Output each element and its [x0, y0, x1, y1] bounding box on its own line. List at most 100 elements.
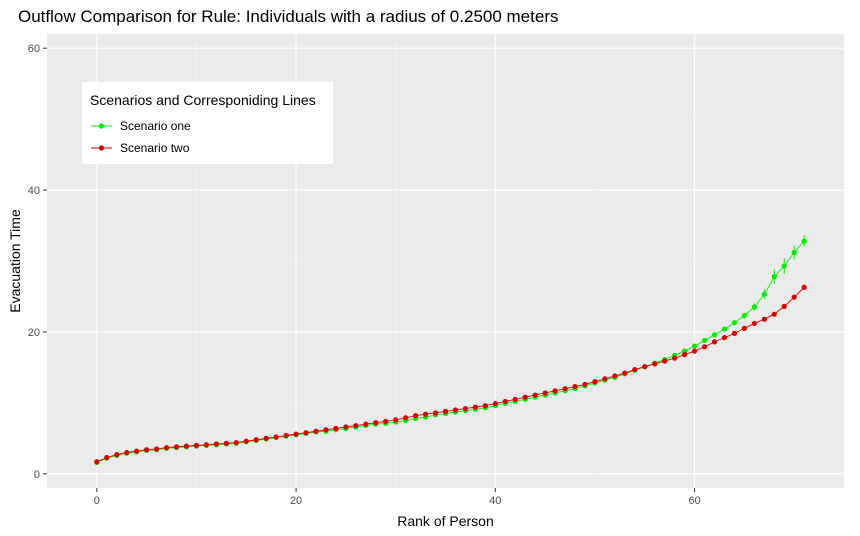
- y-axis-title: Evacuation Time: [7, 209, 23, 313]
- data-point: [343, 424, 349, 430]
- data-point: [183, 443, 190, 449]
- data-point: [721, 335, 728, 341]
- data-point: [273, 434, 279, 440]
- data-point: [432, 410, 439, 416]
- data-point: [542, 390, 548, 396]
- x-tick-label: 0: [94, 495, 100, 507]
- data-point: [422, 411, 429, 417]
- data-point: [562, 386, 568, 392]
- data-point: [462, 405, 469, 412]
- data-point: [801, 284, 807, 290]
- legend-key-point: [98, 145, 105, 151]
- legend-items: Scenario one Scenario two: [91, 119, 191, 155]
- data-point: [263, 435, 269, 441]
- data-point: [572, 383, 578, 390]
- data-point: [522, 394, 528, 400]
- data-point: [592, 378, 598, 385]
- data-point: [512, 396, 518, 402]
- data-point: [413, 413, 419, 419]
- data-point: [153, 446, 160, 452]
- data-point: [303, 430, 309, 436]
- data-point: [652, 361, 658, 367]
- data-point: [761, 316, 767, 322]
- data-point: [791, 294, 797, 300]
- data-point: [124, 449, 130, 456]
- data-point: [313, 428, 319, 434]
- data-point: [632, 366, 638, 373]
- data-point: [243, 438, 249, 444]
- y-tick-label: 20: [28, 327, 40, 339]
- data-point: [612, 373, 618, 379]
- data-point: [492, 400, 498, 407]
- y-tick-label: 0: [34, 469, 40, 481]
- data-point: [253, 437, 259, 443]
- data-point: [751, 304, 757, 310]
- data-point: [691, 343, 698, 349]
- legend-key-point: [98, 123, 105, 129]
- data-point: [771, 311, 777, 317]
- data-point: [532, 392, 538, 398]
- data-point: [781, 303, 787, 309]
- data-point: [203, 442, 209, 448]
- data-point: [393, 417, 399, 423]
- data-point: [552, 388, 558, 394]
- x-tick-label: 20: [290, 495, 302, 507]
- data-point: [711, 339, 718, 345]
- data-point: [283, 432, 289, 439]
- data-point: [751, 320, 757, 327]
- y-tick-label: 40: [28, 185, 40, 197]
- data-point: [771, 274, 777, 280]
- data-point: [701, 337, 708, 344]
- data-point: [761, 291, 767, 297]
- data-point: [293, 431, 299, 437]
- data-point: [452, 407, 459, 413]
- legend-box: [82, 82, 333, 164]
- data-point: [741, 325, 747, 331]
- chart-title: Outflow Comparison for Rule: Individuals…: [18, 7, 558, 26]
- data-point: [682, 352, 688, 358]
- data-point: [741, 313, 747, 319]
- data-point: [721, 326, 728, 332]
- data-point: [233, 440, 239, 446]
- data-point: [472, 404, 478, 410]
- data-point: [223, 440, 229, 446]
- data-point: [333, 425, 339, 432]
- data-point: [114, 452, 120, 458]
- series-layer: [94, 235, 807, 466]
- data-point: [791, 249, 797, 256]
- data-point: [353, 422, 359, 429]
- data-point: [602, 376, 608, 382]
- data-point: [213, 441, 219, 447]
- data-point: [442, 408, 449, 414]
- data-point: [163, 444, 170, 451]
- data-point: [173, 444, 180, 450]
- data-point: [642, 364, 648, 370]
- axis-ticks: 0 20 40 60 0 20 40 60: [28, 43, 701, 507]
- data-point: [731, 320, 738, 326]
- data-point: [482, 403, 488, 409]
- data-point: [731, 330, 738, 336]
- legend: Scenarios and Corresponiding Lines Scena…: [82, 82, 333, 164]
- data-point: [502, 398, 508, 405]
- data-point: [323, 427, 329, 433]
- data-point: [403, 415, 409, 421]
- data-point: [672, 355, 678, 361]
- data-point: [363, 421, 369, 427]
- data-point: [801, 238, 807, 244]
- y-tick-label: 60: [28, 43, 40, 55]
- data-point: [691, 348, 698, 354]
- data-point: [781, 263, 787, 269]
- data-point: [134, 448, 140, 454]
- series-2: [94, 284, 807, 465]
- data-point: [373, 420, 379, 426]
- x-axis-title: Rank of Person: [397, 513, 494, 529]
- legend-label: Scenario two: [120, 141, 190, 155]
- legend-title: Scenarios and Corresponiding Lines: [90, 92, 316, 108]
- data-point: [193, 442, 200, 449]
- legend-label: Scenario one: [120, 119, 191, 133]
- data-point: [711, 332, 718, 338]
- data-point: [622, 370, 628, 376]
- data-point: [104, 454, 110, 461]
- data-point: [383, 418, 389, 424]
